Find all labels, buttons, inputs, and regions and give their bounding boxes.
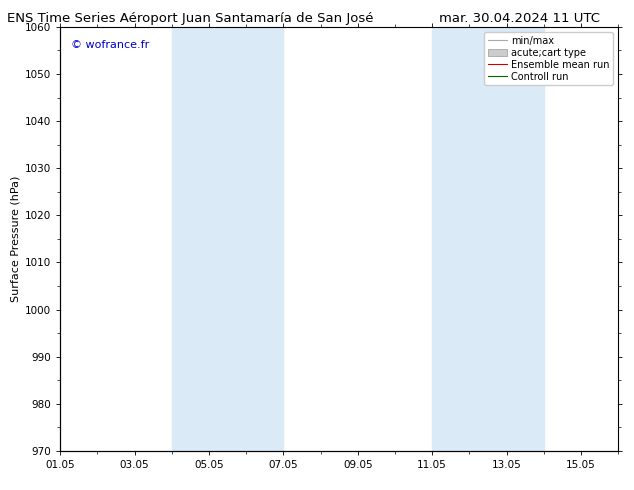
Y-axis label: Surface Pressure (hPa): Surface Pressure (hPa) [11, 176, 21, 302]
Legend: min/max, acute;cart type, Ensemble mean run, Controll run: min/max, acute;cart type, Ensemble mean … [484, 32, 613, 85]
Text: © wofrance.fr: © wofrance.fr [72, 40, 150, 49]
Bar [432, 27, 544, 451]
Text: ENS Time Series Aéroport Juan Santamaría de San José: ENS Time Series Aéroport Juan Santamaría… [7, 12, 373, 25]
Text: mar. 30.04.2024 11 UTC: mar. 30.04.2024 11 UTC [439, 12, 600, 25]
Bar [172, 27, 283, 451]
